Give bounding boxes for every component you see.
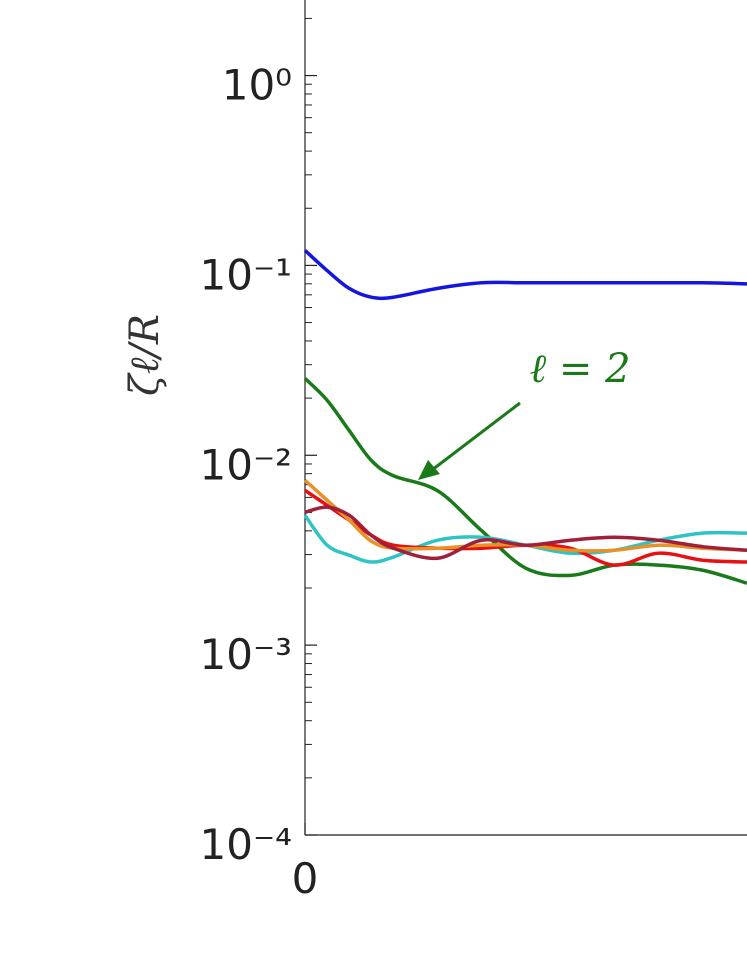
line <box>303 479 747 553</box>
y-axis-label: ζℓ/R <box>122 314 168 396</box>
line <box>303 249 747 301</box>
line <box>304 488 747 567</box>
y-tick-label: 10⁻³ <box>200 630 292 679</box>
line <box>303 377 747 585</box>
y-tick-label: 10⁻¹ <box>200 250 292 299</box>
y-tick-label: 10⁻⁴ <box>200 820 292 869</box>
y-tick-label: 10⁻² <box>200 440 292 489</box>
line <box>304 505 747 561</box>
annotation-arrow <box>431 401 521 472</box>
y-tick-label: 10⁰ <box>222 61 292 110</box>
annotation: ℓ = 2 <box>529 346 630 392</box>
x-tick-label: 0 <box>292 854 319 903</box>
annotation-arrowhead <box>418 460 440 480</box>
